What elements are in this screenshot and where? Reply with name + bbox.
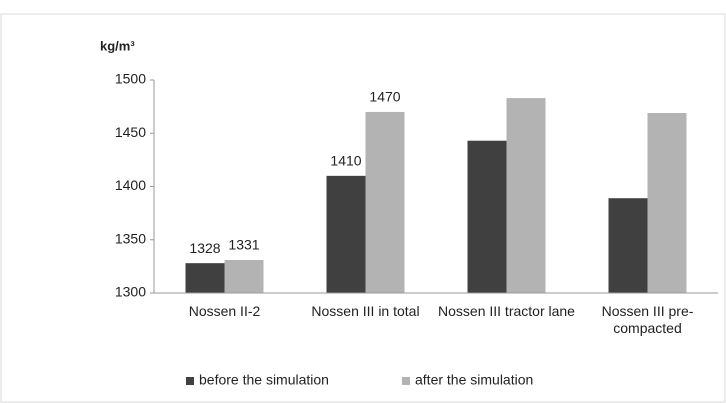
bar bbox=[365, 111, 405, 293]
y-tick-label: 1400 bbox=[115, 177, 146, 193]
legend-swatch bbox=[402, 377, 410, 385]
bar bbox=[647, 113, 687, 293]
data-label: 1328 bbox=[189, 240, 220, 256]
x-tick-label: Nossen III tractor lane bbox=[438, 303, 575, 319]
legend-label: before the simulation bbox=[199, 372, 329, 388]
y-tick-label: 1350 bbox=[115, 230, 146, 246]
bar bbox=[185, 263, 225, 293]
x-tick-label: Nossen III pre-compacted bbox=[601, 303, 694, 336]
bar bbox=[608, 198, 648, 293]
bar bbox=[326, 175, 366, 293]
x-tick-label: Nossen II-2 bbox=[188, 303, 261, 319]
data-label: 1331 bbox=[228, 237, 259, 253]
y-axis-label: kg/m³ bbox=[100, 38, 135, 53]
x-tick-label: Nossen III in total bbox=[311, 303, 420, 319]
data-label: 1410 bbox=[330, 153, 361, 169]
data-label: 1470 bbox=[369, 89, 400, 105]
bar bbox=[467, 140, 507, 293]
chart-border bbox=[0, 13, 726, 403]
legend-swatch bbox=[186, 377, 194, 385]
y-tick-label: 1450 bbox=[115, 124, 146, 140]
y-tick-label: 1500 bbox=[115, 71, 146, 87]
y-tick-label: 1300 bbox=[115, 284, 146, 300]
legend-label: after the simulation bbox=[415, 372, 533, 388]
bar bbox=[224, 259, 264, 293]
bar bbox=[506, 98, 546, 293]
